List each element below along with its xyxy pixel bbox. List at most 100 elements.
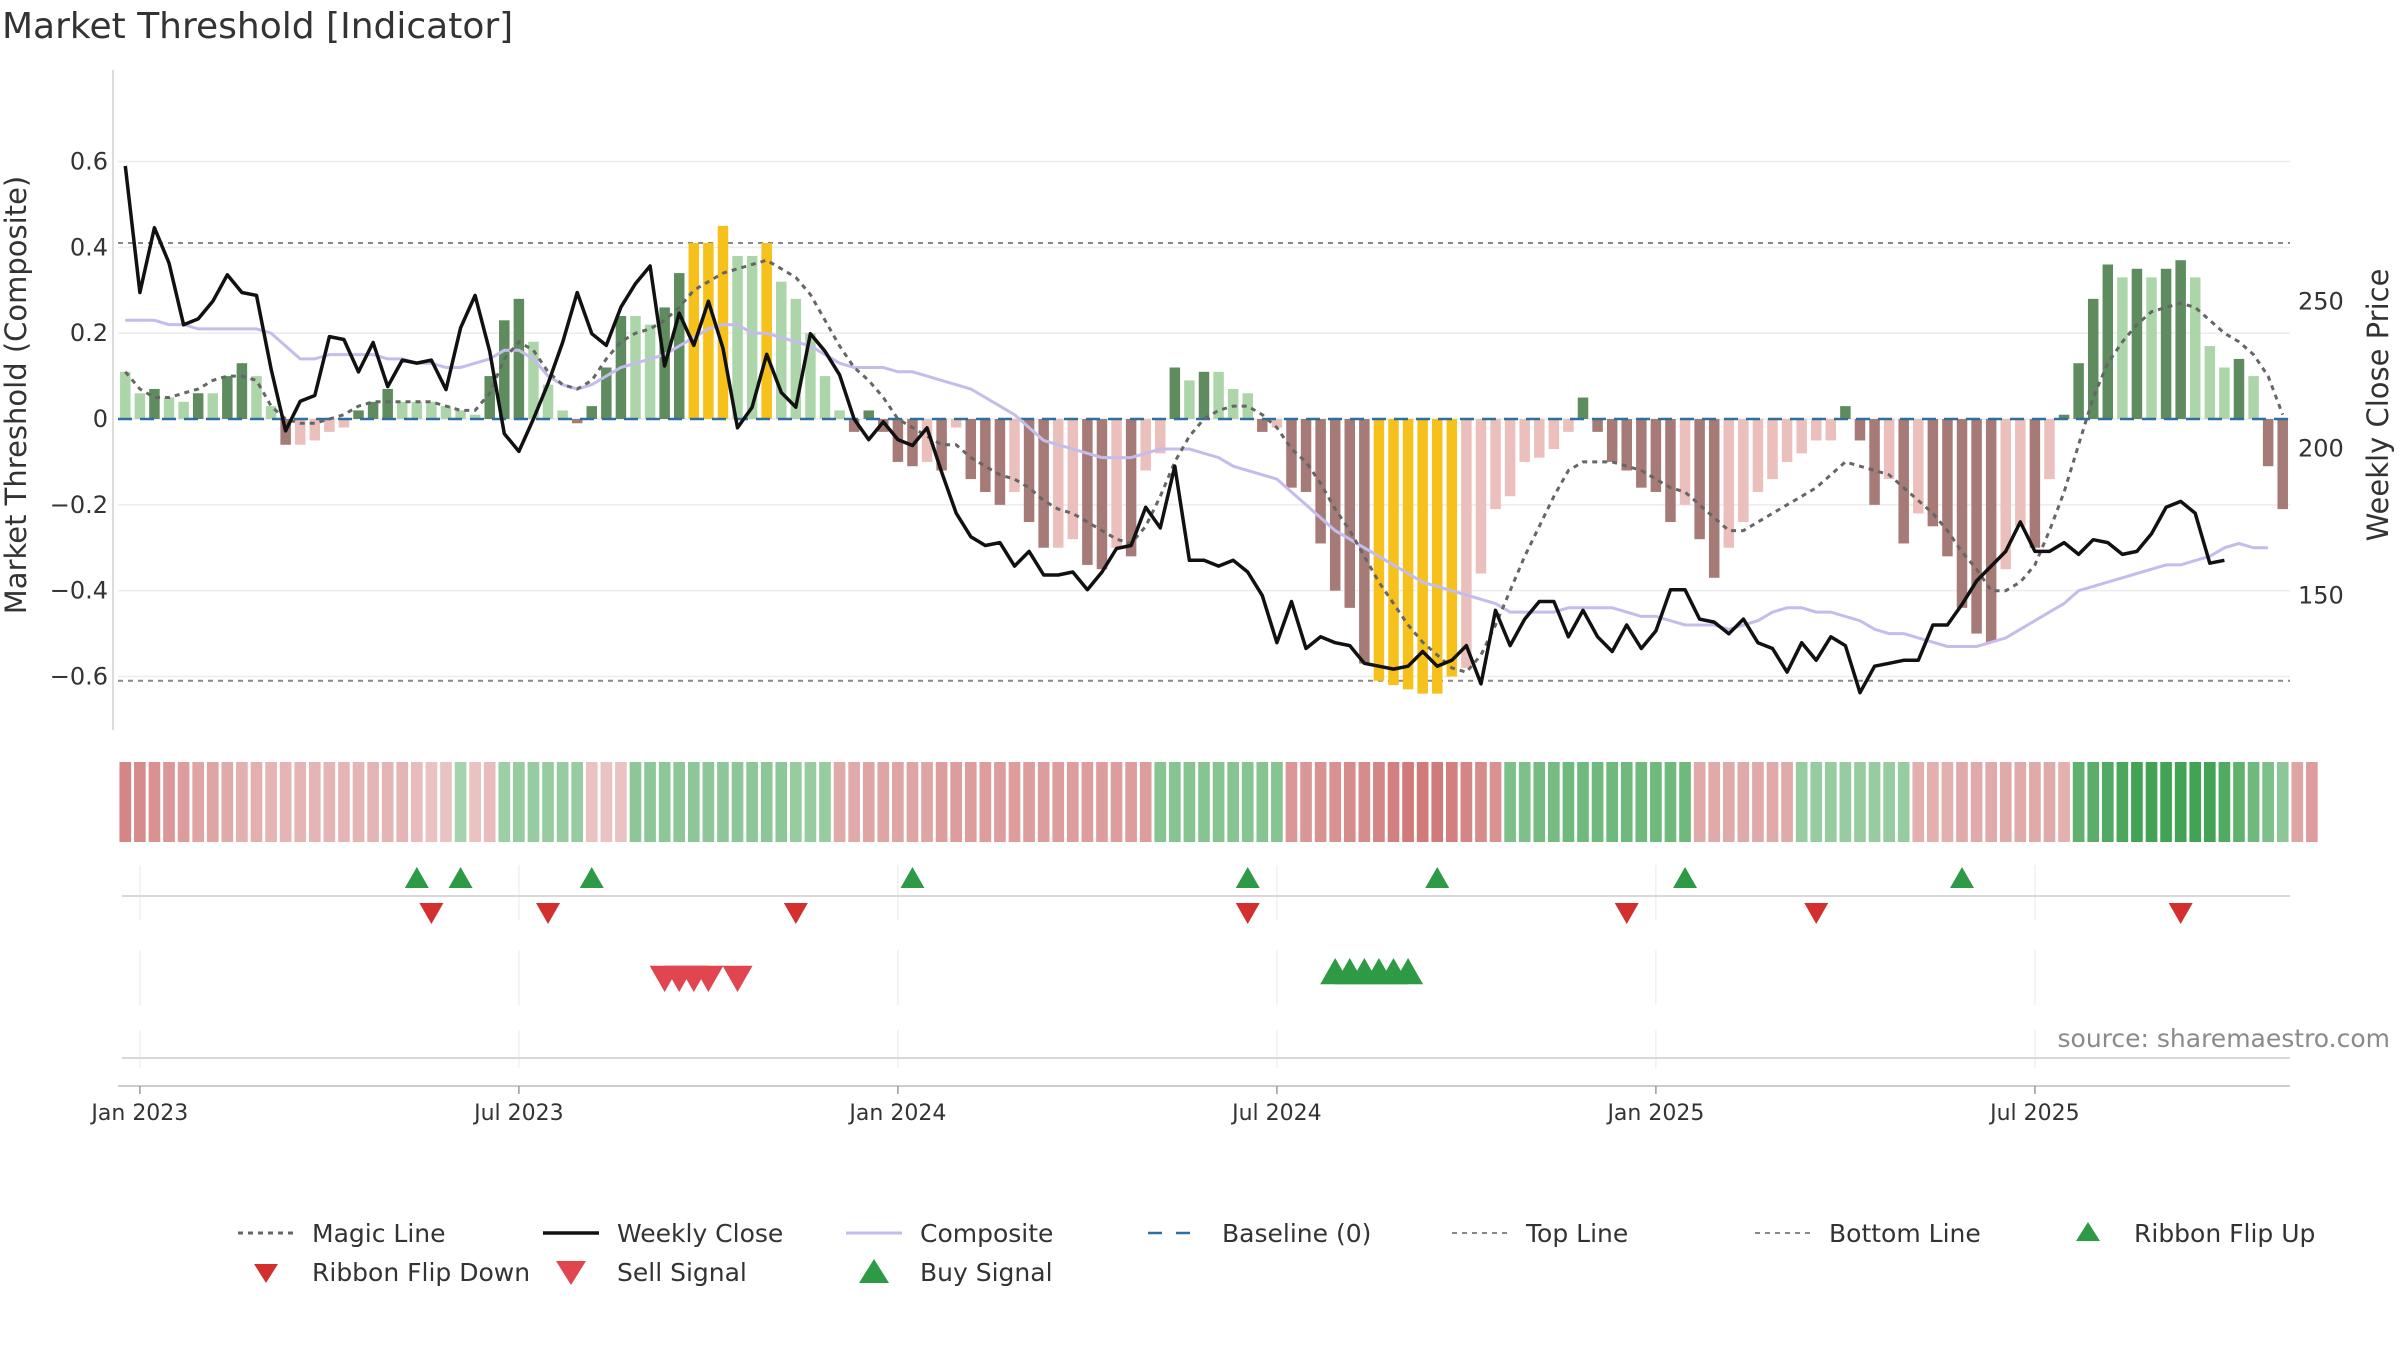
ribbon-cell: [1183, 762, 1196, 842]
composite-bar: [1534, 419, 1545, 458]
ribbon-cell: [367, 762, 379, 842]
composite-bar: [149, 388, 160, 419]
composite-bar: [994, 419, 1006, 505]
composite-bar: [499, 320, 510, 419]
ribbon-cell: [1664, 762, 1677, 842]
composite-bar: [484, 376, 495, 419]
composite-bar: [309, 419, 321, 441]
composite-bar: [2277, 419, 2288, 510]
composite-bar: [1796, 419, 1807, 454]
legend-item-top: Top Line: [1452, 1219, 1628, 1248]
ribbon-cell: [1052, 762, 1065, 842]
ribbon-cell: [2087, 762, 2100, 842]
composite-bar: [1227, 388, 1239, 419]
composite-bar: [1140, 419, 1151, 471]
legend-item-close: Weekly Close: [543, 1219, 783, 1248]
ribbon-cell: [440, 762, 452, 842]
composite-bar: [324, 419, 335, 432]
ribbon-cell: [1839, 762, 1852, 842]
legend-item-buy: Buy Signal: [859, 1258, 1053, 1287]
composite-bar: [2190, 277, 2201, 419]
composite-bar: [1417, 419, 1428, 694]
composite-bar: [1767, 419, 1778, 480]
ribbon-cell: [877, 762, 890, 842]
ribbon-cell: [1985, 762, 1997, 842]
ribbon-cell: [1722, 762, 1735, 842]
composite-bar: [2248, 376, 2259, 419]
composite-bar: [1286, 419, 1297, 488]
y-axis-right-label: Weekly Close Price: [2361, 269, 2395, 542]
x-tick-label: Jan 2025: [1605, 1101, 1704, 1126]
y-right-tick-label: 200: [2298, 434, 2344, 462]
composite-bar: [1300, 419, 1312, 492]
ribbon-cell: [352, 762, 365, 842]
composite-bar: [1096, 419, 1108, 570]
ribbon-cell: [585, 762, 598, 842]
ribbon-cell: [1256, 762, 1269, 842]
composite-bar: [2262, 419, 2274, 467]
ribbon-flip-up-marker: [1235, 867, 1260, 888]
legend-label: Weekly Close: [617, 1219, 783, 1248]
ribbon-cell: [1241, 762, 1254, 842]
ribbon-cell: [134, 762, 146, 842]
composite-bar: [1359, 419, 1370, 664]
ribbon-cell: [1402, 762, 1414, 842]
composite-bar: [207, 393, 218, 419]
ribbon-cell: [1096, 762, 1108, 842]
ribbon-flip-down-marker: [536, 903, 561, 924]
composite-bar: [192, 393, 204, 419]
ribbon-cell: [1606, 762, 1618, 842]
composite-bar: [703, 243, 714, 419]
legend-item-flipdown: Ribbon Flip Down: [254, 1258, 530, 1287]
ribbon-cell: [1300, 762, 1312, 842]
ribbon-cell: [1868, 762, 1881, 842]
ribbon-flip-down-marker: [1804, 903, 1829, 924]
legend-label: Top Line: [1525, 1219, 1628, 1248]
ribbon-cell: [2101, 762, 2114, 842]
y-left-tick-label: 0.4: [70, 233, 108, 261]
composite-bar: [1125, 419, 1137, 557]
ribbon-cell: [294, 762, 307, 842]
composite-bar: [1038, 419, 1049, 548]
ribbon-cell: [1314, 762, 1327, 842]
ribbon-cell: [746, 762, 758, 842]
ribbon-flip-down-marker: [2168, 903, 2193, 924]
ribbon-cell: [819, 762, 831, 842]
composite-bar: [1825, 419, 1837, 441]
ribbon-cell: [717, 762, 729, 842]
composite-bar: [440, 406, 452, 419]
ribbon-cell: [1795, 762, 1808, 842]
composite-bar: [1840, 406, 1851, 419]
ribbon-cell: [1591, 762, 1604, 842]
legend-label: Baseline (0): [1222, 1219, 1371, 1248]
legend-item-flipup: Ribbon Flip Up: [2076, 1219, 2315, 1248]
y-left-tick-label: −0.6: [50, 663, 108, 691]
composite-bar: [469, 414, 481, 419]
composite-bar: [2175, 260, 2186, 419]
composite-bar: [1621, 419, 1632, 471]
ribbon-flip-down-marker: [419, 903, 444, 924]
ribbon-cell: [571, 762, 584, 842]
ribbon-cell: [2189, 762, 2202, 842]
composite-bar: [2102, 264, 2114, 419]
composite-bar: [1577, 397, 1589, 419]
composite-bar: [1198, 371, 1210, 419]
composite-bar: [1883, 419, 1895, 480]
composite-bar: [878, 419, 889, 432]
composite-bar: [1475, 419, 1487, 574]
composite-bar: [571, 419, 583, 424]
composite-bar: [921, 419, 933, 462]
ribbon-cell: [994, 762, 1006, 842]
composite-bar: [2233, 358, 2245, 419]
composite-bar: [630, 316, 641, 419]
ribbon-cell: [2145, 762, 2158, 842]
ribbon-cell: [498, 762, 511, 842]
ribbon-cell: [1752, 762, 1764, 842]
ribbon-cell: [1577, 762, 1589, 842]
composite-bar: [1009, 419, 1020, 492]
ribbon-cell: [1489, 762, 1502, 842]
legend-label: Bottom Line: [1829, 1219, 1981, 1248]
composite-bar: [1636, 419, 1647, 488]
ribbon-cell: [2233, 762, 2245, 842]
